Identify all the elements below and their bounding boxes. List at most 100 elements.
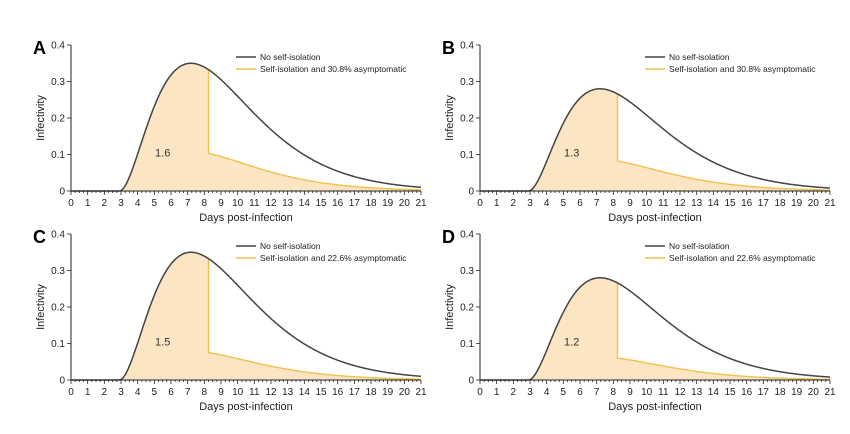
x-tick-label: 12: [265, 387, 277, 398]
x-tick-label: 3: [527, 198, 533, 209]
y-tick-label: 0.4: [460, 41, 474, 52]
x-axis-title: Days post-infection: [608, 212, 702, 224]
x-tick-label: 12: [674, 387, 686, 398]
y-axis-title: Infectivity: [444, 95, 456, 141]
y-tick-label: 0.4: [51, 41, 65, 52]
y-tick-label: 0.1: [460, 150, 474, 161]
no-isolation-line-c: [71, 251, 422, 381]
x-tick-label: 21: [824, 198, 836, 209]
x-tick-label: 16: [741, 198, 753, 209]
y-tick-label: 0.4: [51, 230, 65, 241]
x-tick-label: 7: [594, 387, 600, 398]
y-tick-label: 0: [468, 187, 474, 198]
x-tick-label: 20: [808, 387, 820, 398]
x-tick-label: 9: [627, 387, 633, 398]
x-tick-label: 4: [544, 198, 550, 209]
no-isolation-line-b: [480, 88, 831, 192]
x-tick-label: 4: [135, 387, 141, 398]
x-tick-label: 13: [282, 387, 294, 398]
x-tick-label: 15: [315, 387, 327, 398]
x-tick-label: 19: [382, 387, 394, 398]
x-tick-label: 7: [185, 198, 191, 209]
x-tick-label: 19: [791, 198, 803, 209]
x-tick-label: 21: [415, 387, 427, 398]
x-tick-label: 13: [691, 387, 703, 398]
x-tick-label: 21: [415, 198, 427, 209]
x-tick-label: 13: [691, 198, 703, 209]
x-tick-label: 17: [758, 387, 770, 398]
x-tick-label: 18: [774, 198, 786, 209]
y-axis-title: Infectivity: [35, 95, 47, 141]
x-tick-label: 7: [185, 387, 191, 398]
y-tick-label: 0.3: [460, 77, 474, 88]
y-axis-title: Infectivity: [444, 284, 456, 330]
x-tick-label: 9: [627, 198, 633, 209]
legend-label-self-isolation: Self-isolation and 22.6% asymptomatic: [669, 253, 816, 263]
area-value-label: 1.2: [564, 337, 579, 349]
self-isolation-line-b: [616, 93, 831, 191]
x-tick-label: 14: [299, 198, 311, 209]
x-tick-label: 18: [365, 198, 377, 209]
x-tick-label: 0: [477, 198, 483, 209]
x-tick-label: 2: [102, 198, 108, 209]
area-value-label: 1.5: [155, 337, 170, 349]
x-tick-label: 3: [118, 387, 124, 398]
x-tick-label: 6: [577, 198, 583, 209]
panel-letter: A: [33, 38, 46, 58]
y-tick-label: 0.1: [51, 150, 65, 161]
x-tick-label: 11: [658, 387, 669, 398]
x-tick-label: 4: [544, 387, 550, 398]
shaded-area-d: [480, 277, 830, 380]
x-tick-label: 19: [791, 387, 803, 398]
area-value-label: 1.6: [155, 148, 170, 160]
y-tick-label: 0.2: [51, 114, 65, 125]
self-isolation-line-c: [207, 258, 422, 380]
x-tick-label: 8: [202, 198, 208, 209]
x-tick-label: 16: [332, 387, 344, 398]
panel-letter: C: [33, 227, 46, 247]
x-tick-label: 14: [708, 387, 720, 398]
panel-c: 0 1 2 3 4 5 6 7 8 9 10 11 12 13 14 15 16 17 18 19 20 2100.10.…: [33, 227, 427, 413]
x-axis-title: Days post-infection: [199, 212, 293, 224]
legend-label-no-isolation: No self-isolation: [669, 241, 730, 251]
x-tick-label: 17: [758, 198, 770, 209]
y-tick-label: 0.2: [460, 303, 474, 314]
x-tick-label: 5: [561, 387, 567, 398]
x-axis-title: Days post-infection: [608, 401, 702, 413]
x-tick-label: 18: [774, 387, 786, 398]
x-tick-label: 19: [382, 198, 394, 209]
x-tick-label: 11: [658, 198, 669, 209]
x-tick-label: 8: [611, 387, 617, 398]
x-tick-label: 1: [494, 387, 500, 398]
x-tick-label: 17: [349, 387, 361, 398]
panel-letter: B: [442, 38, 455, 58]
x-tick-label: 18: [365, 387, 377, 398]
x-tick-label: 14: [299, 387, 311, 398]
x-tick-label: 15: [724, 198, 736, 209]
legend-label-no-isolation: No self-isolation: [260, 241, 321, 251]
no-isolation-line-d: [480, 277, 831, 381]
x-tick-label: 13: [282, 198, 294, 209]
x-tick-label: 3: [118, 198, 124, 209]
panel-b: 0 1 2 3 4 5 6 7 8 9 10 11 12 13 14 15 16 17 18 19 20 2100.10.…: [442, 38, 836, 224]
x-tick-label: 10: [232, 198, 244, 209]
x-tick-label: 11: [249, 387, 260, 398]
panel-a: 0 1 2 3 4 5 6 7 8 9 10 11 12 13 14 15 16 17 18 19 20 2100.10.…: [33, 38, 427, 224]
y-tick-label: 0: [468, 376, 474, 387]
x-tick-label: 16: [332, 198, 344, 209]
x-tick-label: 8: [202, 387, 208, 398]
shaded-area-c: [71, 252, 421, 380]
x-tick-label: 10: [641, 387, 653, 398]
legend-label-no-isolation: No self-isolation: [260, 52, 321, 62]
shaded-area-b: [480, 88, 830, 191]
x-tick-label: 10: [232, 387, 244, 398]
y-tick-label: 0.3: [460, 266, 474, 277]
x-tick-label: 12: [674, 198, 686, 209]
self-isolation-line-d: [616, 282, 831, 381]
x-tick-label: 2: [511, 387, 517, 398]
x-tick-label: 12: [265, 198, 277, 209]
no-isolation-line-a: [71, 62, 422, 192]
x-tick-label: 3: [527, 387, 533, 398]
y-tick-label: 0: [59, 187, 65, 198]
